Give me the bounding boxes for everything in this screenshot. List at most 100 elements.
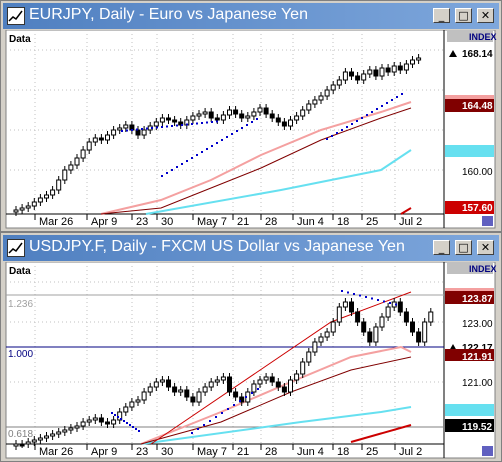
candle-body	[214, 379, 220, 383]
candle-body	[159, 379, 165, 383]
sar-dot	[241, 127, 243, 129]
candle-body	[233, 391, 239, 398]
usdjpy-chart[interactable]: Data INDEX 1.236 1.000 0.618 123.87 123.…	[1, 262, 501, 460]
sar-dot	[186, 160, 188, 162]
scroll-button[interactable]	[482, 446, 493, 456]
sar-dot	[171, 125, 173, 127]
usdjpy-window: USDJPY.F, Daily - FXCM US Dollar vs Japa…	[0, 232, 502, 462]
candle-body	[373, 326, 379, 343]
x-tick-label: 25	[366, 216, 378, 228]
candle-body	[56, 179, 62, 191]
price-label-tick: 160.00	[462, 167, 493, 178]
sar-dot	[216, 142, 218, 144]
price-label-tick-121: 121.00	[462, 378, 493, 389]
sar-dot	[156, 126, 158, 129]
candle-body	[239, 396, 245, 403]
candle-body	[361, 73, 367, 81]
x-tick-label: Apr 9	[91, 446, 117, 458]
sar-dot	[126, 129, 128, 132]
candle-body	[416, 331, 422, 343]
sar-dot	[239, 400, 241, 402]
sar-dot	[389, 302, 391, 304]
sar-dot	[371, 297, 373, 300]
price-label-tick-123: 123.00	[462, 319, 493, 330]
eurjpy-chart[interactable]: Data INDEX 168.14 164.48 161.50 160.00 1…	[1, 30, 501, 230]
x-tick-label: 23	[136, 216, 148, 228]
candle-body	[80, 421, 86, 427]
index-label: INDEX	[469, 264, 497, 274]
sar-dot	[132, 426, 134, 428]
candle-body	[19, 443, 25, 447]
x-tick-label: Apr 9	[91, 216, 117, 228]
minimize-button[interactable]: _	[433, 8, 450, 23]
fib-label-1000: 1.000	[8, 349, 33, 360]
sar-dot	[245, 396, 247, 398]
candle-body	[410, 59, 415, 65]
ma-pink-line	[100, 101, 412, 215]
candle-body	[239, 113, 245, 119]
sar-dot	[246, 124, 248, 126]
sar-dot	[186, 123, 188, 126]
candle-body	[86, 141, 92, 151]
sar-dot	[331, 135, 333, 137]
x-tick-label: May 7	[197, 446, 227, 458]
sar-dot	[221, 412, 223, 414]
sar-dot	[351, 123, 353, 125]
candle-body	[227, 109, 232, 116]
candle-body	[385, 67, 391, 73]
close-button[interactable]: ✕	[477, 8, 494, 23]
candle-body	[251, 111, 257, 117]
minimize-button[interactable]: _	[433, 240, 450, 255]
price-label-ma-red: 164.48	[462, 101, 493, 112]
candle-body	[166, 379, 171, 388]
sar-dot	[356, 120, 358, 122]
x-tick-label: 30	[161, 446, 173, 458]
window-title: USDJPY.F, Daily - FXCM US Dollar vs Japa…	[29, 238, 405, 255]
candle-body	[330, 321, 336, 333]
candle-body	[86, 419, 92, 423]
price-label-ma-pink: 121.91	[462, 352, 493, 363]
sar-dot	[346, 126, 348, 128]
candle-body	[257, 379, 263, 385]
candle-body	[263, 107, 269, 115]
candle-body	[214, 117, 220, 121]
candle-body	[288, 119, 293, 127]
sar-dot	[341, 129, 343, 131]
sar-dot	[221, 139, 223, 141]
candle-body	[263, 376, 269, 381]
sar-dot	[191, 432, 193, 434]
maximize-button[interactable]: □	[455, 240, 472, 255]
sar-dot	[197, 428, 199, 430]
sar-dot	[191, 157, 193, 159]
sar-dot	[206, 148, 208, 150]
candle-body	[318, 336, 324, 343]
sar-dot	[120, 418, 122, 420]
price-label-current: 122.17	[462, 343, 493, 354]
candle-body	[44, 194, 49, 199]
candle-body	[62, 429, 68, 433]
sar-dot	[401, 93, 403, 95]
sar-dot	[176, 166, 178, 168]
candle-body	[50, 189, 56, 196]
usdjpy-titlebar[interactable]: USDJPY.F, Daily - FXCM US Dollar vs Japa…	[3, 235, 499, 261]
sar-dot	[211, 121, 213, 123]
candle-body	[196, 113, 202, 117]
sar-dot	[256, 118, 258, 120]
price-label-ma-cyan: 161.50	[462, 147, 493, 158]
candle-body	[281, 386, 287, 393]
sar-dot	[326, 138, 328, 140]
sar-dot	[377, 299, 379, 301]
x-tick-label: May 7	[197, 216, 227, 228]
sar-dot	[353, 293, 355, 295]
sar-dot	[216, 120, 218, 123]
candle-body	[373, 69, 379, 77]
close-button[interactable]: ✕	[477, 240, 494, 255]
sar-dot	[336, 132, 338, 134]
candle-body	[172, 386, 178, 393]
candle-body	[196, 391, 202, 403]
candle-body	[129, 401, 135, 408]
eurjpy-titlebar[interactable]: EURJPY, Daily - Euro vs Japanese Yen _ □…	[3, 3, 499, 29]
scroll-button[interactable]	[482, 216, 493, 226]
maximize-button[interactable]: □	[455, 8, 472, 23]
candle-body	[367, 331, 373, 343]
